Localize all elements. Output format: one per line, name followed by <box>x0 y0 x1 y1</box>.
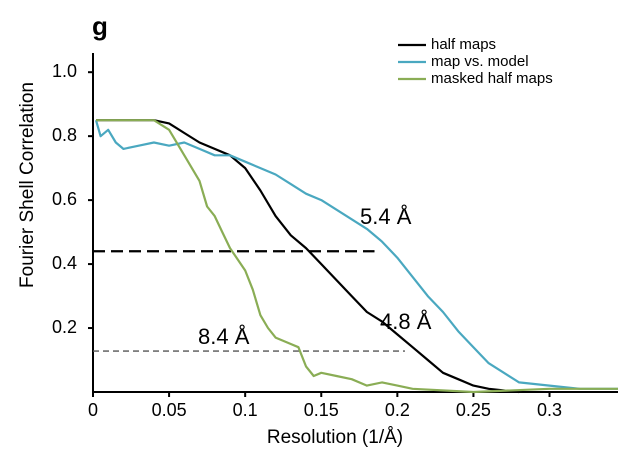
panel-label: g <box>92 11 108 41</box>
x-tick-label: 0.3 <box>537 400 562 420</box>
annotation: 8.4 Å <box>198 324 250 349</box>
legend-label: half maps <box>431 36 496 53</box>
series-line <box>96 120 618 389</box>
x-tick-label: 0.05 <box>152 400 187 420</box>
y-tick-label: 1.0 <box>52 61 77 81</box>
x-tick-label: 0.2 <box>385 400 410 420</box>
y-tick-label: 0.2 <box>52 317 77 337</box>
x-tick-label: 0 <box>88 400 98 420</box>
y-tick-label: 0.6 <box>52 189 77 209</box>
legend-label: map vs. model <box>431 53 529 70</box>
chart: g Resolution (1/Å) Fourier Shell Correla… <box>0 0 638 455</box>
y-tick-label: 0.8 <box>52 125 77 145</box>
annotation: 4.8 Å <box>380 309 432 334</box>
x-tick-label: 0.15 <box>304 400 339 420</box>
x-tick-label: 0.1 <box>233 400 258 420</box>
y-tick-label: 0.4 <box>52 253 77 273</box>
x-tick-label: 0.25 <box>456 400 491 420</box>
y-axis-title: Fourier Shell Correlation <box>17 82 38 288</box>
legend-label: masked half maps <box>431 70 553 87</box>
annotation: 5.4 Å <box>360 204 412 229</box>
x-axis-title: Resolution (1/Å) <box>267 427 403 448</box>
